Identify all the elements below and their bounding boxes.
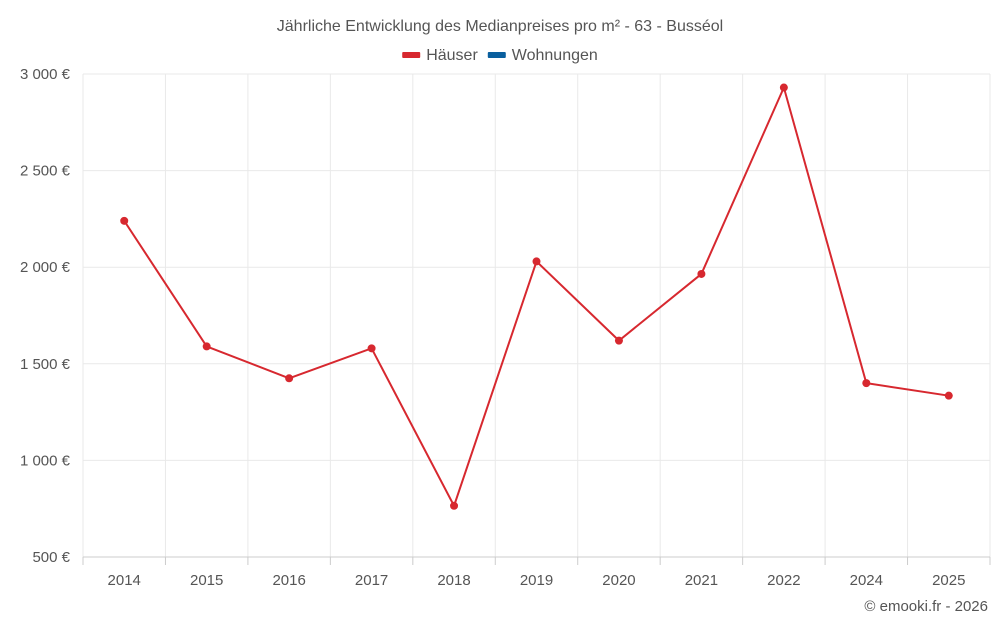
series-layer: [120, 83, 953, 510]
data-point[interactable]: [450, 501, 459, 510]
data-point[interactable]: [862, 379, 871, 388]
data-point[interactable]: [285, 374, 294, 383]
y-tick-label: 1 000 €: [20, 452, 71, 469]
axes: 500 € 1 000 € 1 500 € 2 000 € 2 500 € 3 000 €…: [20, 66, 991, 589]
x-tick-label: 2014: [108, 572, 141, 589]
y-tick-label: 3 000 €: [20, 66, 71, 83]
x-tick-label: 2017: [355, 572, 388, 589]
legend-swatch: [487, 52, 506, 58]
chart-title: Jährliche Entwicklung des Medianpreises …: [277, 18, 723, 35]
y-tick-label: 2 500 €: [20, 163, 71, 180]
x-tick-label: 2024: [850, 572, 883, 589]
x-tick-label: 2016: [272, 572, 305, 589]
x-tick-label: 2025: [932, 572, 965, 589]
data-point[interactable]: [202, 342, 211, 351]
legend-item-wohnungen[interactable]: Wohnungen: [487, 47, 598, 64]
legend-swatch: [402, 52, 421, 58]
x-tick-label: 2019: [520, 572, 553, 589]
y-tick-label: 500 €: [32, 549, 70, 566]
x-tick-label: 2018: [437, 572, 470, 589]
legend-label: Häuser: [426, 47, 478, 64]
data-point[interactable]: [532, 257, 541, 266]
x-tick-label: 2020: [602, 572, 635, 589]
grid: [82, 73, 991, 557]
y-tick-label: 1 500 €: [20, 356, 71, 373]
data-point[interactable]: [697, 269, 706, 278]
x-tick-label: 2022: [767, 572, 800, 589]
data-point[interactable]: [367, 344, 376, 353]
y-tick-label: 2 000 €: [20, 259, 71, 276]
legend-item-häuser[interactable]: Häuser: [402, 47, 478, 64]
data-point[interactable]: [779, 83, 788, 92]
data-point[interactable]: [120, 216, 129, 225]
legend-label: Wohnungen: [512, 47, 598, 64]
data-point[interactable]: [944, 391, 953, 400]
x-tick-label: 2015: [190, 572, 223, 589]
x-tick-label: 2021: [685, 572, 718, 589]
legend: Häuser Wohnungen: [402, 47, 598, 64]
credit-label: © emooki.fr - 2026: [864, 598, 988, 615]
data-point[interactable]: [614, 336, 623, 345]
